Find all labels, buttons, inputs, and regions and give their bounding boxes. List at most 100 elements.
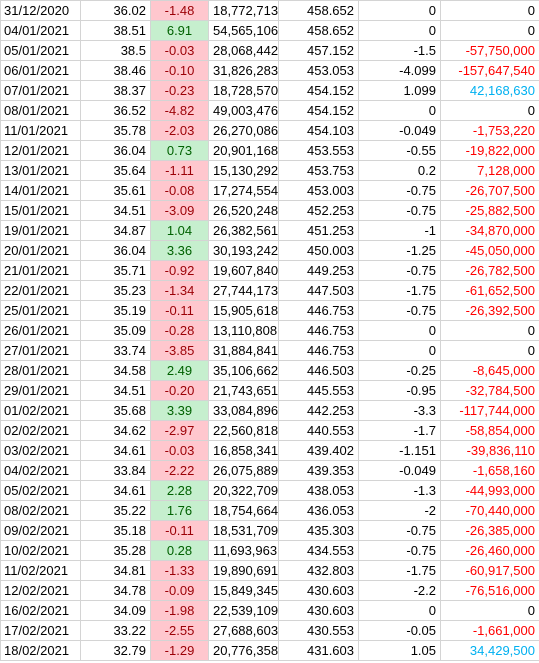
diff-cell: 0 (358, 320, 441, 341)
amount-cell: -26,460,000 (440, 540, 539, 561)
level-cell: 453.553 (278, 140, 359, 161)
diff-cell: -0.05 (358, 620, 441, 641)
level-cell: 458.652 (278, 20, 359, 41)
diff-cell: -0.75 (358, 200, 441, 221)
date-cell: 03/02/2021 (0, 440, 81, 461)
volume-cell: 11,693,963 (208, 540, 279, 561)
date-cell: 09/02/2021 (0, 520, 81, 541)
level-cell: 454.103 (278, 120, 359, 141)
level-cell: 454.152 (278, 80, 359, 101)
diff-cell: -0.75 (358, 180, 441, 201)
change-cell: 1.76 (150, 500, 209, 521)
close-cell: 34.51 (80, 380, 151, 401)
change-cell: -0.11 (150, 520, 209, 541)
change-cell: -1.48 (150, 0, 209, 21)
volume-cell: 26,382,561 (208, 220, 279, 241)
sheet-row: 09/02/2021 35.18 -0.11 18,531,709 435.303 -0.… (0, 520, 539, 541)
sheet-row: 16/02/2021 34.09 -1.98 22,539,109 430.603 0 0 (0, 600, 539, 621)
date-cell: 11/02/2021 (0, 560, 81, 581)
diff-cell: -0.95 (358, 380, 441, 401)
change-cell: -1.34 (150, 280, 209, 301)
diff-cell: -0.55 (358, 140, 441, 161)
level-cell: 434.553 (278, 540, 359, 561)
close-cell: 33.74 (80, 340, 151, 361)
level-cell: 431.603 (278, 640, 359, 661)
volume-cell: 16,858,341 (208, 440, 279, 461)
volume-cell: 18,728,570 (208, 80, 279, 101)
volume-cell: 33,084,896 (208, 400, 279, 421)
change-cell: -0.20 (150, 380, 209, 401)
diff-cell: -0.75 (358, 300, 441, 321)
volume-cell: 26,270,086 (208, 120, 279, 141)
sheet-row: 28/01/2021 34.58 2.49 35,106,662 446.503 -0.2… (0, 360, 539, 381)
date-cell: 11/01/2021 (0, 120, 81, 141)
close-cell: 34.61 (80, 480, 151, 501)
date-cell: 31/12/2020 (0, 0, 81, 21)
date-cell: 01/02/2021 (0, 400, 81, 421)
sheet-row: 07/01/2021 38.37 -0.23 18,728,570 454.152 1.0… (0, 80, 539, 101)
close-cell: 35.71 (80, 260, 151, 281)
date-cell: 27/01/2021 (0, 340, 81, 361)
volume-cell: 49,003,476 (208, 100, 279, 121)
close-cell: 35.09 (80, 320, 151, 341)
volume-cell: 22,539,109 (208, 600, 279, 621)
sheet-row: 08/01/2021 36.52 -4.82 49,003,476 454.152 0 0 (0, 100, 539, 121)
sheet-row: 01/02/2021 35.68 3.39 33,084,896 442.253 -3.3… (0, 400, 539, 421)
diff-cell: 0 (358, 20, 441, 41)
level-cell: 446.753 (278, 320, 359, 341)
close-cell: 36.04 (80, 240, 151, 261)
amount-cell: 0 (440, 600, 539, 621)
close-cell: 35.18 (80, 520, 151, 541)
sheet-row: 21/01/2021 35.71 -0.92 19,607,840 449.253 -0.… (0, 260, 539, 281)
amount-cell: -61,652,500 (440, 280, 539, 301)
close-cell: 38.5 (80, 40, 151, 61)
amount-cell: -45,050,000 (440, 240, 539, 261)
volume-cell: 22,560,818 (208, 420, 279, 441)
sheet-row: 05/02/2021 34.61 2.28 20,322,709 438.053 -1.3… (0, 480, 539, 501)
close-cell: 34.09 (80, 600, 151, 621)
sheet-row: 13/01/2021 35.64 -1.11 15,130,292 453.753 0.2… (0, 160, 539, 181)
diff-cell: -0.049 (358, 120, 441, 141)
volume-cell: 30,193,242 (208, 240, 279, 261)
amount-cell: 0 (440, 320, 539, 341)
date-cell: 29/01/2021 (0, 380, 81, 401)
diff-cell: 0 (358, 0, 441, 21)
level-cell: 432.803 (278, 560, 359, 581)
change-cell: -0.92 (150, 260, 209, 281)
volume-cell: 15,905,618 (208, 300, 279, 321)
volume-cell: 54,565,106 (208, 20, 279, 41)
diff-cell: -1.151 (358, 440, 441, 461)
change-cell: -0.09 (150, 580, 209, 601)
date-cell: 02/02/2021 (0, 420, 81, 441)
diff-cell: -0.25 (358, 360, 441, 381)
change-cell: -0.10 (150, 60, 209, 81)
volume-cell: 21,743,651 (208, 380, 279, 401)
close-cell: 38.51 (80, 20, 151, 41)
volume-cell: 18,531,709 (208, 520, 279, 541)
close-cell: 35.19 (80, 300, 151, 321)
sheet-row: 11/02/2021 34.81 -1.33 19,890,691 432.803 -1.… (0, 560, 539, 581)
sheet-row: 11/01/2021 35.78 -2.03 26,270,086 454.103 -0.… (0, 120, 539, 141)
diff-cell: -1 (358, 220, 441, 241)
volume-cell: 19,607,840 (208, 260, 279, 281)
date-cell: 28/01/2021 (0, 360, 81, 381)
close-cell: 34.78 (80, 580, 151, 601)
level-cell: 430.603 (278, 600, 359, 621)
close-cell: 35.68 (80, 400, 151, 421)
sheet-row: 10/02/2021 35.28 0.28 11,693,963 434.553 -0.7… (0, 540, 539, 561)
level-cell: 438.053 (278, 480, 359, 501)
change-cell: -3.09 (150, 200, 209, 221)
sheet-row: 04/01/2021 38.51 6.91 54,565,106 458.652 0 0 (0, 20, 539, 41)
amount-cell: 7,128,000 (440, 160, 539, 181)
diff-cell: 0 (358, 600, 441, 621)
change-cell: 0.28 (150, 540, 209, 561)
volume-cell: 26,075,889 (208, 460, 279, 481)
date-cell: 08/02/2021 (0, 500, 81, 521)
close-cell: 32.79 (80, 640, 151, 661)
amount-cell: -1,661,000 (440, 620, 539, 641)
close-cell: 35.23 (80, 280, 151, 301)
amount-cell: 42,168,630 (440, 80, 539, 101)
date-cell: 12/01/2021 (0, 140, 81, 161)
